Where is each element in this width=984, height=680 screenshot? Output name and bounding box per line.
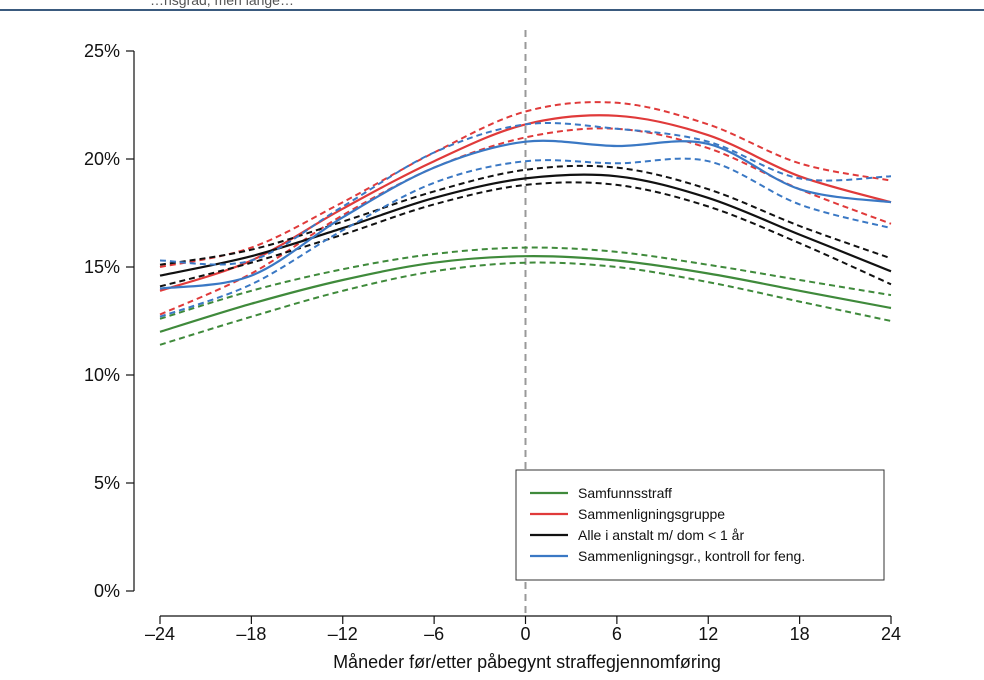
- y-tick-label: 5%: [94, 473, 120, 493]
- x-tick-label: –24: [145, 624, 175, 644]
- legend-label: Samfunnsstraff: [578, 485, 672, 501]
- series-line: [159, 139, 892, 290]
- legend-box: [515, 469, 885, 581]
- series-upper-bound: [159, 164, 892, 266]
- top-rule: [0, 9, 984, 11]
- axes: 0% 5% 10% 15% 20% 25% –24 –18 –12 –6 0 6 12 18 24: [84, 30, 901, 644]
- series-lower-bound: [159, 261, 892, 346]
- x-tick-label: 24: [881, 624, 901, 644]
- legend-label: Alle i anstalt m/ dom < 1 år: [578, 527, 744, 543]
- x-tick-label: 18: [790, 624, 810, 644]
- series-group-3: [159, 122, 892, 318]
- legend: Samfunnsstraff Sammenligningsgruppe Alle i…: [515, 469, 885, 581]
- y-tick-label: 20%: [84, 149, 120, 169]
- x-tick-label: –18: [236, 624, 266, 644]
- legend-label: Sammenligningsgr., kontroll for feng.: [578, 548, 805, 564]
- y-tick-label: 0%: [94, 581, 120, 601]
- x-tick-label: –12: [328, 624, 358, 644]
- x-tick-label: 6: [612, 624, 622, 644]
- series-lower-bound: [159, 157, 892, 318]
- y-tick-label: 15%: [84, 257, 120, 277]
- y-tick-label: 25%: [84, 41, 120, 61]
- series-line: [159, 255, 892, 333]
- series-upper-bound: [159, 101, 892, 268]
- top-bar: …nsgrad, men lange…: [0, 0, 984, 9]
- series-lower-bound: [159, 181, 892, 288]
- x-tick-label: –6: [424, 624, 444, 644]
- x-tick-label: 0: [520, 624, 530, 644]
- series-group-0: [159, 246, 892, 346]
- cropped-header-text: …nsgrad, men lange…: [150, 0, 294, 8]
- y-tick-label: 10%: [84, 365, 120, 385]
- x-axis-title: Måneder før/etter påbegynt straffegjenno…: [333, 652, 721, 672]
- legend-label: Sammenligningsgruppe: [578, 506, 725, 522]
- x-tick-label: 12: [698, 624, 718, 644]
- series-upper-bound: [159, 246, 892, 320]
- series-upper-bound: [159, 122, 892, 266]
- series-lines: [159, 101, 892, 346]
